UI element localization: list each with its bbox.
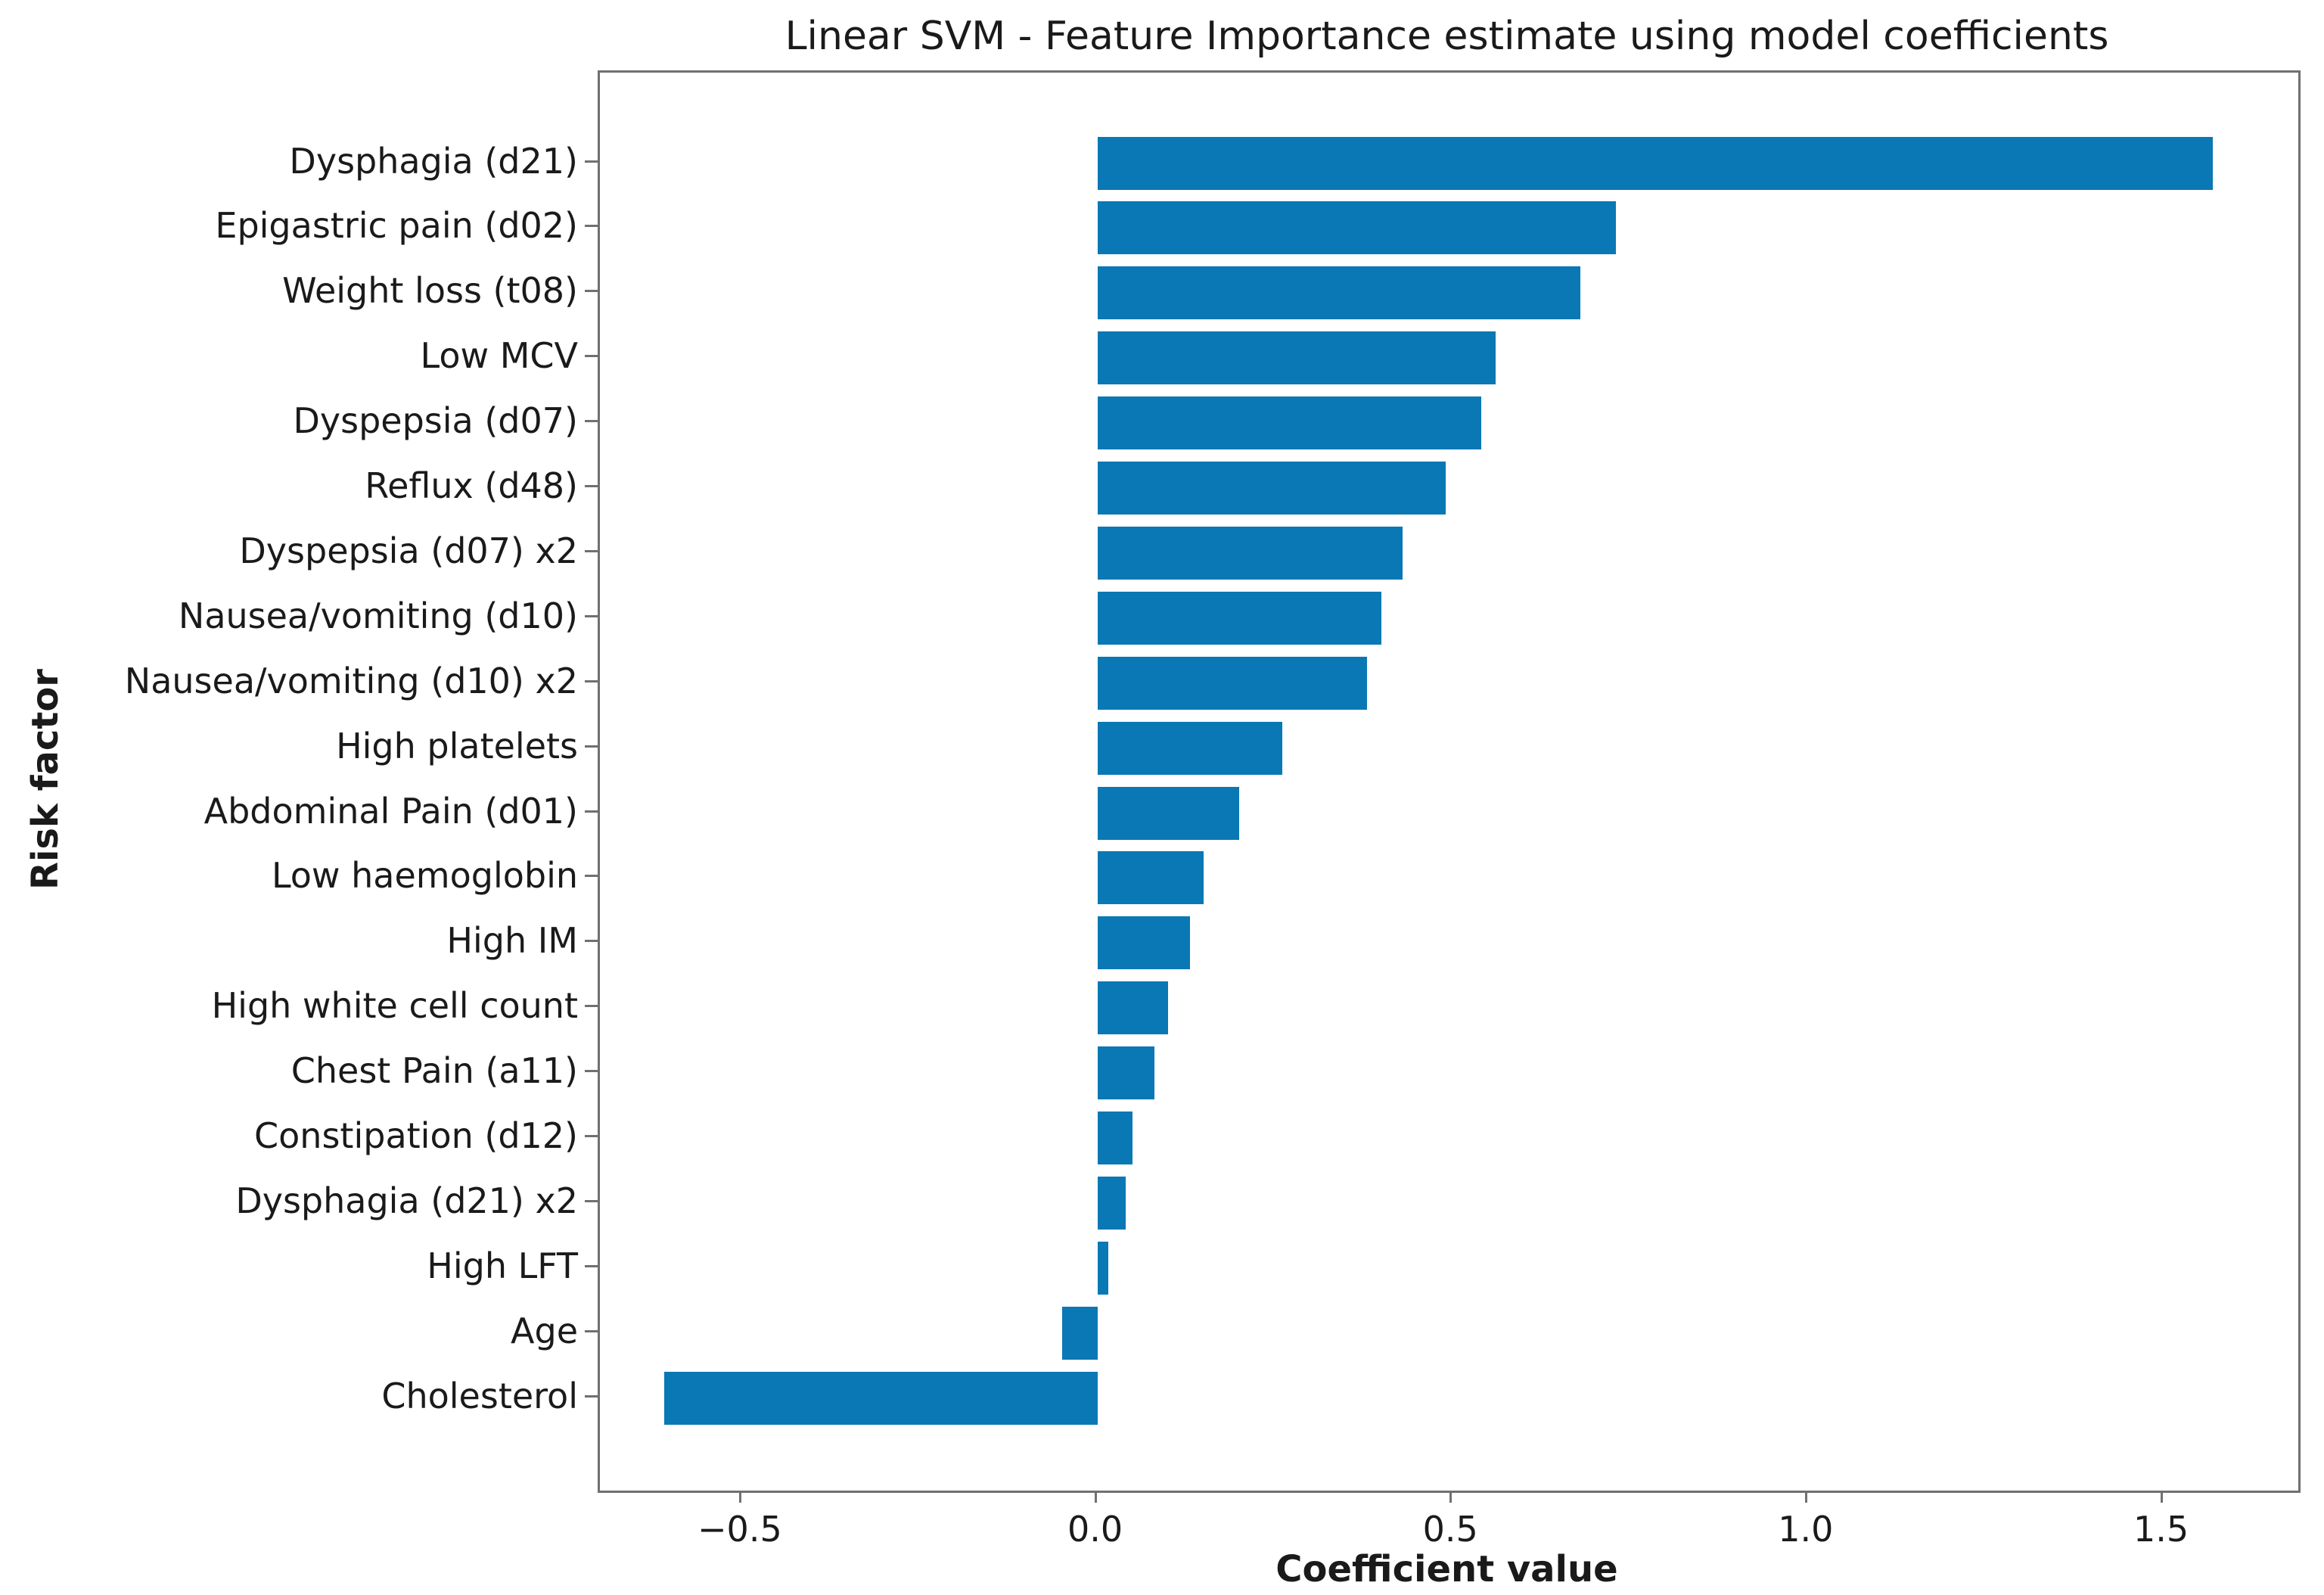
x-tick-mark bbox=[1449, 1491, 1452, 1503]
y-tick-label: High white cell count bbox=[211, 985, 578, 1027]
bar bbox=[1097, 1176, 1126, 1230]
y-tick-label: High IM bbox=[446, 920, 578, 962]
y-tick-mark bbox=[585, 420, 598, 423]
bar bbox=[1097, 591, 1382, 645]
bar bbox=[663, 1371, 1098, 1425]
y-tick-label: Age bbox=[511, 1310, 578, 1351]
y-tick-mark bbox=[585, 1135, 598, 1137]
y-tick-label: Chest Pain (a11) bbox=[290, 1050, 578, 1092]
bar bbox=[1097, 526, 1403, 580]
bar bbox=[1097, 916, 1190, 970]
bar bbox=[1097, 331, 1496, 385]
x-tick-label: 1.5 bbox=[2133, 1509, 2189, 1550]
y-tick-mark bbox=[585, 225, 598, 228]
x-tick-mark bbox=[1804, 1491, 1807, 1503]
plot-area bbox=[598, 70, 2301, 1493]
bar bbox=[1097, 201, 1617, 255]
y-tick-mark bbox=[585, 290, 598, 293]
bar bbox=[1097, 1046, 1154, 1100]
y-tick-mark bbox=[585, 745, 598, 748]
x-tick-mark bbox=[1094, 1491, 1097, 1503]
x-tick-label: −0.5 bbox=[698, 1509, 782, 1550]
y-tick-mark bbox=[585, 810, 598, 813]
bar bbox=[1097, 721, 1282, 775]
y-tick-label: High LFT bbox=[427, 1245, 578, 1286]
y-tick-mark bbox=[585, 1264, 598, 1267]
y-tick-label: Epigastric pain (d02) bbox=[215, 205, 578, 247]
y-tick-mark bbox=[585, 679, 598, 682]
y-tick-label: Dysphagia (d21) bbox=[289, 140, 578, 182]
bar bbox=[1097, 851, 1204, 905]
y-tick-mark bbox=[585, 355, 598, 358]
bar bbox=[1097, 396, 1481, 450]
y-tick-mark bbox=[585, 1329, 598, 1332]
x-tick-label: 1.0 bbox=[1778, 1509, 1834, 1550]
y-tick-label: Low MCV bbox=[420, 335, 578, 377]
bar bbox=[1097, 462, 1446, 515]
x-tick-label: 0.0 bbox=[1067, 1509, 1123, 1550]
y-tick-label: Nausea/vomiting (d10) bbox=[178, 595, 578, 636]
y-tick-mark bbox=[585, 875, 598, 878]
bar bbox=[1097, 786, 1240, 840]
bar bbox=[1097, 1241, 1108, 1295]
y-tick-label: Nausea/vomiting (d10) x2 bbox=[124, 660, 578, 701]
chart-title: Linear SVM - Feature Importance estimate… bbox=[785, 14, 2109, 59]
bar bbox=[1097, 1112, 1133, 1164]
y-tick-mark bbox=[585, 940, 598, 943]
y-tick-mark bbox=[585, 614, 598, 617]
bar bbox=[1097, 656, 1368, 710]
y-tick-label: Dyspepsia (d07) bbox=[293, 400, 579, 442]
bar bbox=[1097, 136, 2214, 190]
bar bbox=[1097, 266, 1581, 320]
y-tick-mark bbox=[585, 1394, 598, 1398]
y-tick-label: High platelets bbox=[336, 725, 578, 766]
y-tick-label: Cholesterol bbox=[381, 1375, 578, 1416]
bar bbox=[1097, 981, 1169, 1035]
y-tick-label: Constipation (d12) bbox=[254, 1115, 578, 1156]
x-tick-mark bbox=[738, 1491, 741, 1503]
y-tick-mark bbox=[585, 160, 598, 163]
x-tick-label: 0.5 bbox=[1422, 1509, 1478, 1550]
bar bbox=[1061, 1306, 1098, 1360]
y-tick-mark bbox=[585, 1070, 598, 1073]
y-axis-label: Risk factor bbox=[24, 669, 67, 890]
y-tick-mark bbox=[585, 1199, 598, 1202]
y-tick-label: Weight loss (t08) bbox=[282, 270, 578, 312]
y-tick-label: Dysphagia (d21) x2 bbox=[235, 1180, 578, 1221]
x-tick-mark bbox=[2160, 1491, 2163, 1503]
y-tick-label: Reflux (d48) bbox=[365, 465, 578, 506]
y-tick-mark bbox=[585, 549, 598, 552]
y-tick-label: Low haemoglobin bbox=[271, 855, 578, 897]
y-tick-mark bbox=[585, 1005, 598, 1008]
x-axis-label: Coefficient value bbox=[1275, 1548, 1618, 1590]
y-tick-label: Abdominal Pain (d01) bbox=[204, 790, 578, 832]
y-tick-label: Dyspepsia (d07) x2 bbox=[239, 530, 578, 571]
y-tick-mark bbox=[585, 485, 598, 487]
